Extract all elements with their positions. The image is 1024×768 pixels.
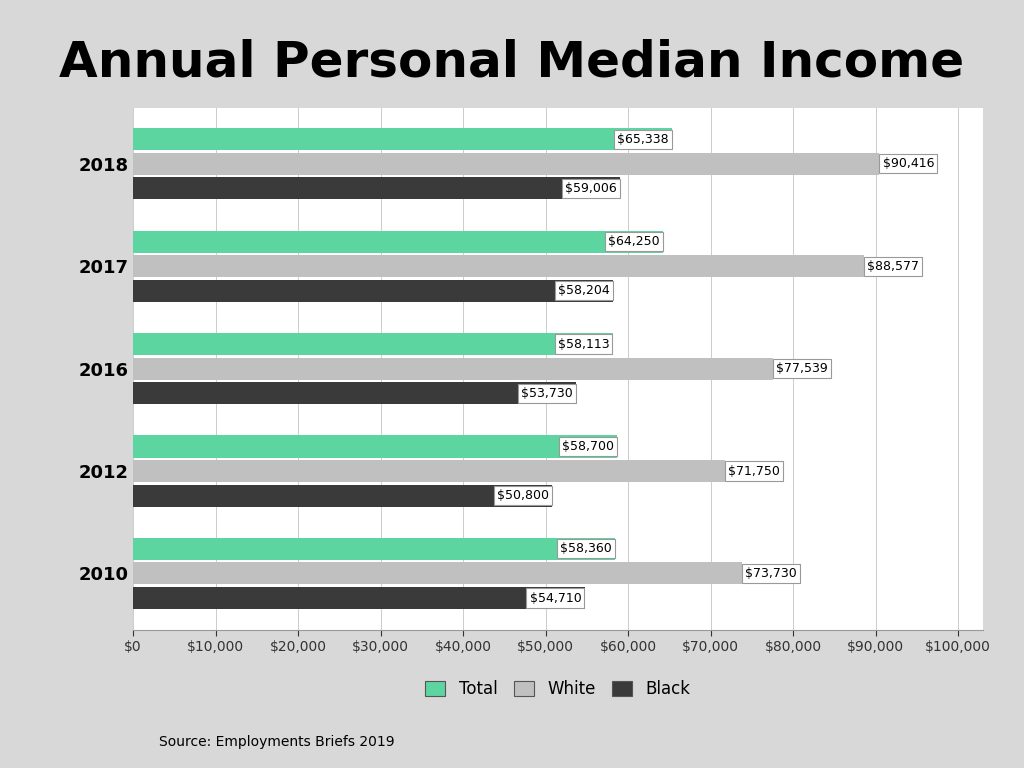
Text: $71,750: $71,750 bbox=[728, 465, 780, 478]
Bar bbox=[133, 435, 617, 458]
Text: $50,800: $50,800 bbox=[497, 489, 549, 502]
Text: $77,539: $77,539 bbox=[776, 362, 828, 375]
Bar bbox=[133, 538, 614, 560]
Bar bbox=[133, 153, 880, 175]
Text: $73,730: $73,730 bbox=[744, 567, 797, 580]
Text: $58,360: $58,360 bbox=[560, 542, 611, 555]
Bar bbox=[133, 562, 741, 584]
Bar bbox=[133, 177, 620, 200]
Text: $88,577: $88,577 bbox=[867, 260, 920, 273]
Text: $58,700: $58,700 bbox=[562, 440, 614, 453]
Bar bbox=[133, 382, 577, 404]
Text: $54,710: $54,710 bbox=[529, 591, 582, 604]
Text: Source: Employments Briefs 2019: Source: Employments Briefs 2019 bbox=[159, 735, 394, 749]
Bar bbox=[133, 485, 552, 507]
Bar bbox=[133, 230, 664, 253]
Bar bbox=[133, 255, 864, 277]
Text: $90,416: $90,416 bbox=[883, 157, 934, 170]
Bar bbox=[133, 333, 612, 355]
Bar bbox=[133, 280, 613, 302]
Text: $58,204: $58,204 bbox=[558, 284, 610, 297]
Text: $65,338: $65,338 bbox=[617, 133, 669, 146]
Text: $53,730: $53,730 bbox=[521, 387, 573, 399]
Text: $59,006: $59,006 bbox=[565, 182, 616, 195]
Legend: Total, White, Black: Total, White, Black bbox=[419, 674, 697, 705]
Text: $64,250: $64,250 bbox=[608, 235, 660, 248]
Bar bbox=[133, 460, 725, 482]
Bar bbox=[133, 587, 585, 609]
Text: Annual Personal Median Income: Annual Personal Median Income bbox=[59, 38, 965, 87]
Bar bbox=[133, 128, 673, 151]
Bar bbox=[133, 358, 773, 379]
Text: $58,113: $58,113 bbox=[558, 338, 609, 350]
